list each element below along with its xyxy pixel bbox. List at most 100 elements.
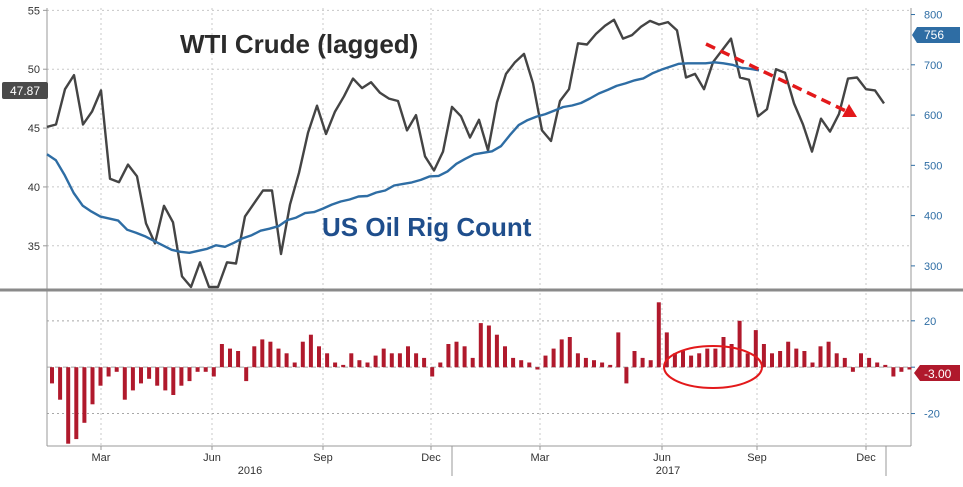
bar-last-value: -3.00 xyxy=(924,367,952,381)
bar xyxy=(211,367,216,377)
bar xyxy=(317,346,321,368)
bar xyxy=(478,323,483,368)
bar xyxy=(761,344,766,368)
bar xyxy=(616,332,621,368)
bar xyxy=(551,348,556,368)
bar xyxy=(600,362,605,368)
bar xyxy=(462,346,467,368)
bar xyxy=(325,353,330,368)
bar xyxy=(349,353,354,368)
month-tick-label: Dec xyxy=(856,452,876,464)
bar xyxy=(842,357,847,368)
bar xyxy=(907,367,912,370)
bar xyxy=(397,353,402,368)
bar xyxy=(82,367,87,423)
bar xyxy=(867,357,872,368)
bar xyxy=(122,367,127,400)
bar xyxy=(438,362,443,368)
bar xyxy=(90,367,95,405)
year-label-2017: 2017 xyxy=(656,465,680,477)
bar xyxy=(826,341,831,368)
bar xyxy=(74,367,79,440)
bar xyxy=(875,362,880,368)
bar xyxy=(228,348,232,368)
bar xyxy=(365,362,370,368)
month-tick-label: Jun xyxy=(653,452,671,464)
bar xyxy=(802,351,807,368)
bar xyxy=(713,348,718,368)
bar xyxy=(850,367,855,372)
bar xyxy=(859,353,863,368)
bar xyxy=(810,362,815,368)
bar xyxy=(770,353,774,368)
bar xyxy=(203,367,208,372)
bar xyxy=(624,367,629,384)
bar xyxy=(446,344,451,368)
bar xyxy=(389,353,394,368)
bar xyxy=(114,367,119,372)
bar xyxy=(519,360,524,368)
right-axis-tick-label: 600 xyxy=(924,110,942,122)
bar xyxy=(689,355,694,368)
bar xyxy=(575,353,580,368)
bar xyxy=(486,325,491,368)
rig-last-value-tag: 756 xyxy=(912,27,960,43)
bar-series xyxy=(50,302,912,444)
bar xyxy=(58,367,63,400)
bar xyxy=(195,367,200,372)
month-tick-label: Sep xyxy=(747,452,767,464)
bar xyxy=(252,346,257,368)
year-label-2016: 2016 xyxy=(238,465,262,477)
bar xyxy=(632,351,637,368)
bar-axis-tick-label: -20 xyxy=(924,409,940,421)
bar xyxy=(236,351,241,368)
bar xyxy=(899,367,904,372)
bar xyxy=(559,339,564,368)
bar xyxy=(187,367,192,382)
bar xyxy=(179,367,184,386)
bar xyxy=(786,341,791,368)
bar xyxy=(219,344,224,368)
bar xyxy=(430,367,435,377)
bar xyxy=(454,341,459,368)
trend-arrow-head xyxy=(842,104,857,117)
bar xyxy=(470,357,475,368)
bar-last-value-tag: -3.00 xyxy=(914,365,960,381)
bar xyxy=(891,367,896,377)
bar xyxy=(308,334,313,368)
bar xyxy=(163,367,168,391)
bar xyxy=(697,353,702,368)
right-axis-tick-label: 700 xyxy=(924,60,942,72)
bar xyxy=(648,360,653,368)
rig-count-line xyxy=(46,61,760,255)
bar xyxy=(567,337,572,368)
bar xyxy=(681,351,685,368)
left-axis-tick-label: 50 xyxy=(28,64,40,76)
left-axis-tick-label: 35 xyxy=(28,241,40,253)
bar xyxy=(592,360,596,368)
rig-count-title: US Oil Rig Count xyxy=(322,212,532,242)
bar xyxy=(672,353,677,368)
bar xyxy=(422,357,427,368)
bar xyxy=(737,320,742,368)
bar xyxy=(357,360,362,368)
bar xyxy=(292,362,297,368)
month-tick-label: Jun xyxy=(203,452,221,464)
bar xyxy=(414,353,419,368)
bar xyxy=(284,353,289,368)
highlight-ellipse xyxy=(663,345,763,389)
bar xyxy=(543,355,548,368)
trend-arrow xyxy=(705,42,849,114)
bar xyxy=(98,367,103,386)
bar xyxy=(503,346,507,368)
bar-axis-tick-label: 20 xyxy=(924,316,936,328)
axes: Mar Jun Sep Dec Mar Jun Sep Dec 35 40 45 50 55 300 400… xyxy=(0,5,963,476)
bar xyxy=(745,353,750,368)
bar xyxy=(527,362,532,368)
bar xyxy=(300,341,305,368)
bar xyxy=(511,357,516,368)
bar xyxy=(155,367,160,386)
left-axis-tick-label: 45 xyxy=(28,123,40,135)
